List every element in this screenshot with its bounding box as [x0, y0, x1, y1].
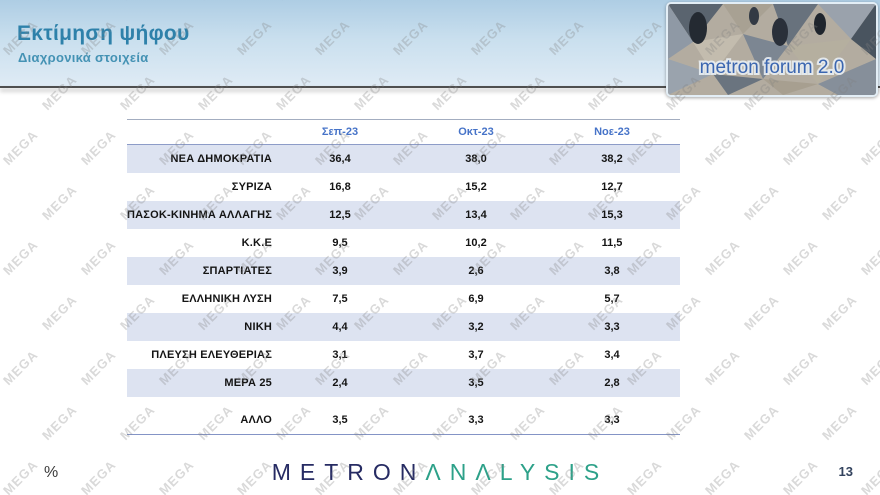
value-cell: 38,0 — [465, 153, 487, 165]
mega-watermark: MEGA — [0, 126, 42, 169]
analysis-logo-text: ΛNΛLYSIS — [425, 459, 609, 485]
mega-watermark: MEGA — [818, 181, 861, 224]
column-header-month-3: Νοε-23 — [544, 119, 680, 145]
value-cell: 12,7 — [601, 181, 623, 193]
value-cell: 3,4 — [604, 349, 620, 361]
table-header-row: Σεπ-23 Οκτ-23 Νοε-23 — [127, 119, 680, 145]
value-cell: 10,2 — [465, 237, 487, 249]
value-cell: 11,5 — [601, 237, 623, 249]
table-spacer — [127, 397, 680, 406]
mega-watermark: MEGA — [77, 346, 120, 389]
page-subtitle: Διαχρονικά στοιχεία — [18, 50, 149, 65]
mega-watermark: MEGA — [0, 291, 3, 334]
mega-watermark: MEGA — [38, 181, 81, 224]
mega-watermark: MEGA — [818, 291, 861, 334]
mega-watermark: MEGA — [740, 181, 783, 224]
value-cell: 2,6 — [468, 265, 484, 277]
party-name: ΠΛΕΥΣΗ ΕΛΕΥΘΕΡΙΑΣ — [151, 349, 272, 361]
mega-watermark: MEGA — [0, 236, 42, 279]
value-cell: 15,3 — [601, 209, 623, 221]
value-cell: 16,8 — [329, 181, 351, 193]
poll-table: Σεπ-23 Οκτ-23 Νοε-23 ΝΕΑ ΔΗΜΟΚΡΑΤΙΑ 36,4… — [127, 119, 680, 435]
party-name: ΑΛΛΟ — [240, 414, 272, 426]
mega-watermark: MEGA — [857, 346, 880, 389]
mega-watermark: MEGA — [701, 236, 744, 279]
value-cell: 3,3 — [604, 414, 620, 426]
mega-watermark: MEGA — [857, 126, 880, 169]
party-name: ΠΑΣΟΚ-ΚΙΝΗΜΑ ΑΛΛΑΓΗΣ — [127, 209, 273, 221]
party-name: ΣΠΑΡΤΙΑΤΕΣ — [202, 265, 272, 277]
mega-watermark: MEGA — [779, 236, 822, 279]
value-cell: 3,2 — [468, 321, 484, 333]
forum-logo-text: metron forum 2.0 — [700, 57, 845, 78]
party-name: ΝΕΑ ΔΗΜΟΚΡΑΤΙΑ — [170, 153, 272, 165]
party-name: Κ.Κ.Ε — [241, 237, 272, 249]
mega-watermark: MEGA — [0, 346, 42, 389]
party-name: ΜΕΡΑ 25 — [224, 377, 272, 389]
mega-watermark: MEGA — [38, 401, 81, 444]
value-cell: 2,4 — [332, 377, 348, 389]
mega-watermark: MEGA — [779, 346, 822, 389]
mega-watermark: MEGA — [818, 401, 861, 444]
value-cell: 6,9 — [468, 293, 484, 305]
mega-watermark: MEGA — [701, 126, 744, 169]
mega-watermark: MEGA — [0, 181, 3, 224]
mega-watermark: MEGA — [77, 236, 120, 279]
value-cell: 3,7 — [468, 349, 484, 361]
column-header-month-2: Οκτ-23 — [408, 119, 544, 145]
metron-logo-text: METRON — [271, 459, 426, 485]
table-row: ΝΕΑ ΔΗΜΟΚΡΑΤΙΑ 36,4 38,0 38,2 — [127, 144, 680, 173]
value-cell: 15,2 — [465, 181, 487, 193]
value-cell: 3,9 — [332, 265, 348, 277]
metron-analysis-logo: METRONΛNΛLYSIS — [0, 459, 880, 486]
party-name: ΣΥΡΙΖΑ — [231, 181, 272, 193]
party-column-header — [127, 119, 272, 145]
mega-watermark: MEGA — [857, 236, 880, 279]
value-cell: 3,5 — [468, 377, 484, 389]
table-row: Κ.Κ.Ε 9,5 10,2 11,5 — [127, 229, 680, 257]
mega-watermark: MEGA — [0, 401, 3, 444]
forum-logo-text-halo: metron forum 2.0 — [700, 57, 845, 78]
value-cell: 36,4 — [329, 153, 351, 165]
column-header-month-1: Σεπ-23 — [272, 119, 408, 145]
page-title: Εκτίμηση ψήφου — [17, 22, 190, 45]
metron-forum-logo: metron forum 2.0 metron forum 2.0 — [666, 2, 878, 97]
value-cell: 2,8 — [604, 377, 620, 389]
mega-watermark: MEGA — [38, 291, 81, 334]
table-row: ΣΠΑΡΤΙΑΤΕΣ 3,9 2,6 3,8 — [127, 257, 680, 285]
value-cell: 7,5 — [332, 293, 348, 305]
value-cell: 3,3 — [604, 321, 620, 333]
value-cell: 9,5 — [332, 237, 348, 249]
party-name: ΕΛΛΗΝΙΚΗ ΛΥΣΗ — [181, 293, 272, 305]
value-cell: 3,1 — [332, 349, 348, 361]
table-row: ΕΛΛΗΝΙΚΗ ΛΥΣΗ 7,5 6,9 5,7 — [127, 285, 680, 313]
value-cell: 5,7 — [604, 293, 620, 305]
mega-watermark: MEGA — [701, 346, 744, 389]
table-row: ΜΕΡΑ 25 2,4 3,5 2,8 — [127, 369, 680, 397]
table-row: ΑΛΛΟ 3,5 3,3 3,3 — [127, 406, 680, 435]
value-cell: 13,4 — [465, 209, 487, 221]
value-cell: 3,3 — [468, 414, 484, 426]
table-row: ΠΛΕΥΣΗ ΕΛΕΥΘΕΡΙΑΣ 3,1 3,7 3,4 — [127, 341, 680, 369]
mega-watermark: MEGA — [779, 126, 822, 169]
value-cell: 4,4 — [332, 321, 348, 333]
party-name: ΝΙΚΗ — [244, 321, 272, 333]
value-cell: 12,5 — [329, 209, 351, 221]
unit-label: % — [44, 464, 59, 481]
mega-watermark: MEGA — [77, 126, 120, 169]
table-row: ΝΙΚΗ 4,4 3,2 3,3 — [127, 313, 680, 341]
table-row: ΠΑΣΟΚ-ΚΙΝΗΜΑ ΑΛΛΑΓΗΣ 12,5 13,4 15,3 — [127, 201, 680, 229]
value-cell: 3,8 — [604, 265, 620, 277]
value-cell: 38,2 — [601, 153, 623, 165]
page-number: 13 — [838, 464, 853, 479]
value-cell: 3,5 — [332, 414, 348, 426]
mega-watermark: MEGA — [740, 291, 783, 334]
header-divider — [0, 86, 880, 88]
mosaic-photo-icon: metron forum 2.0 metron forum 2.0 — [668, 4, 876, 95]
mega-watermark: MEGA — [740, 401, 783, 444]
table-row: ΣΥΡΙΖΑ 16,8 15,2 12,7 — [127, 173, 680, 201]
